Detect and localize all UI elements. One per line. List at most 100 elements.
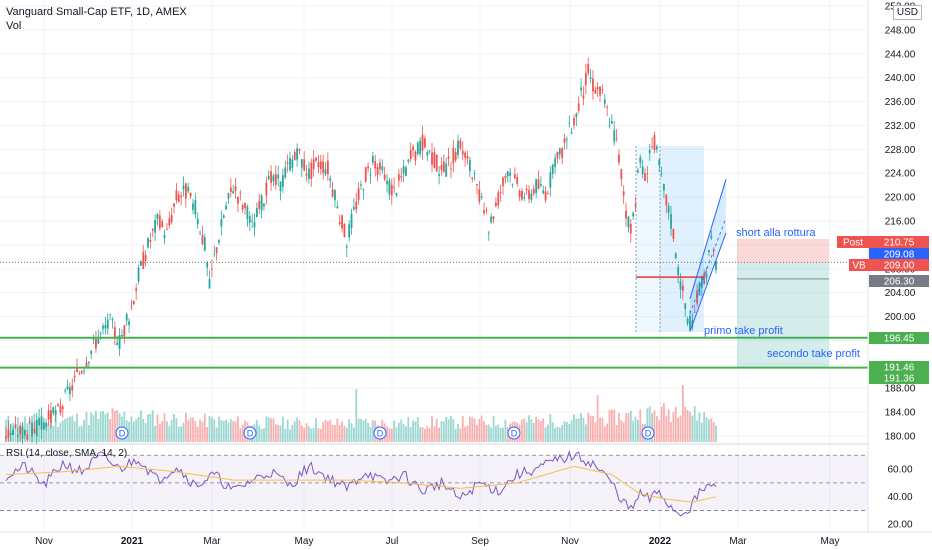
candle-body [52, 407, 55, 414]
candle-body [166, 229, 168, 230]
volume-bar [255, 419, 258, 442]
chart-header: Vanguard Small-Cap ETF, 1D, AMEX Vol [6, 5, 187, 33]
candle-body [312, 159, 315, 170]
candle-body [163, 235, 166, 239]
price-tick-label: 240.00 [885, 73, 916, 84]
volume-bar [637, 419, 639, 442]
volume-bar [710, 418, 713, 442]
volume-bar [632, 420, 635, 442]
candle-body [556, 151, 559, 159]
candle-body [232, 191, 235, 194]
candle-body [490, 216, 493, 223]
volume-bar [147, 414, 149, 442]
dividend-marker-label: D [645, 429, 652, 439]
volume-bar [691, 415, 694, 442]
price-tag-label: 196.45 [884, 334, 915, 345]
volume-bar [66, 417, 69, 442]
volume-bar [116, 410, 119, 442]
candle-body [412, 146, 414, 151]
price-tick-label: 180.00 [885, 432, 916, 443]
candle-body [440, 165, 443, 170]
volume-bar [61, 420, 64, 442]
volume-bar [149, 413, 152, 442]
candle-body [177, 194, 180, 202]
candle-body [45, 422, 48, 428]
candle-body [464, 152, 467, 158]
candle-body [194, 199, 197, 215]
candle-body [106, 319, 109, 329]
volume-bar [329, 419, 332, 442]
candle-body [329, 178, 332, 181]
volume-bar [587, 412, 590, 442]
volume-bar [232, 420, 235, 442]
candle-body [454, 152, 457, 161]
price-tick-label: 220.00 [885, 193, 916, 204]
drawings[interactable]: short alla rottura primo take profit secon… [0, 179, 868, 369]
currency-badge[interactable]: USD [892, 5, 922, 20]
candle-body [655, 146, 658, 150]
volume-bar [419, 426, 422, 442]
volume-bar [660, 406, 663, 442]
candle-body [547, 192, 549, 194]
candle-body [161, 221, 164, 227]
candle-body [442, 161, 445, 172]
volume-bar [308, 426, 310, 442]
candle-body [97, 339, 100, 344]
volume-bar [220, 420, 223, 442]
price-tick-label: 228.00 [885, 145, 916, 156]
volume-bar [225, 419, 227, 442]
candle-body [326, 160, 329, 175]
time-axis[interactable]: Nov 2021 Mar May Jul Sep Nov 2022 Mar May [0, 531, 932, 547]
volume-bar [665, 415, 668, 442]
volume-bar [218, 416, 220, 442]
candle-body [416, 142, 419, 155]
price-axis[interactable]: 180.00184.00188.00192.00196.00200.00204.… [837, 0, 932, 550]
candle-body [355, 201, 358, 210]
time-tick-label: Nov [561, 536, 579, 547]
volume-bar [317, 427, 320, 442]
candle-body [213, 253, 216, 255]
candle-body [710, 235, 713, 239]
candle-body [40, 416, 43, 430]
candle-body [130, 306, 133, 308]
volume-bar [601, 417, 604, 442]
annotation-tp2: secondo take profit [767, 348, 860, 360]
price-tag-label: 209.08 [884, 250, 915, 261]
volume-bar [14, 425, 17, 442]
candle-body [431, 152, 433, 165]
volume-bar [267, 417, 270, 442]
candle-body [95, 339, 97, 349]
candle-body [47, 410, 50, 420]
candle-body [246, 206, 249, 220]
candle-body [696, 290, 698, 304]
volume-bar [554, 428, 556, 442]
volume-bar [64, 418, 67, 442]
rsi-indicator-label[interactable]: RSI (14, close, SMA, 14, 2) [6, 448, 128, 459]
stop-zone [737, 238, 829, 263]
volume-bar [234, 421, 237, 442]
volume-bar [47, 423, 50, 442]
candle-body [85, 362, 88, 368]
candle-body [620, 169, 623, 180]
volume-bar [158, 423, 161, 442]
candle-body [5, 436, 7, 439]
volume-bar [466, 425, 469, 442]
candle-body [128, 321, 130, 326]
volume-bar [237, 416, 239, 442]
volume-bar [584, 424, 587, 442]
volume-bar [502, 427, 504, 442]
volume-bar [539, 420, 542, 442]
candle-body [33, 428, 36, 434]
symbol-title[interactable]: Vanguard Small-Cap ETF, 1D, AMEX [6, 6, 187, 18]
volume-bar [38, 423, 41, 442]
candle-body [168, 218, 171, 226]
volume-bar [263, 428, 265, 442]
volume-bar [445, 416, 448, 442]
volume-bar [180, 426, 183, 442]
volume-bar [634, 416, 637, 442]
volume-bar [610, 409, 613, 442]
candle-body [31, 423, 33, 437]
volume-bar [457, 424, 459, 442]
volume-bar [173, 413, 175, 442]
